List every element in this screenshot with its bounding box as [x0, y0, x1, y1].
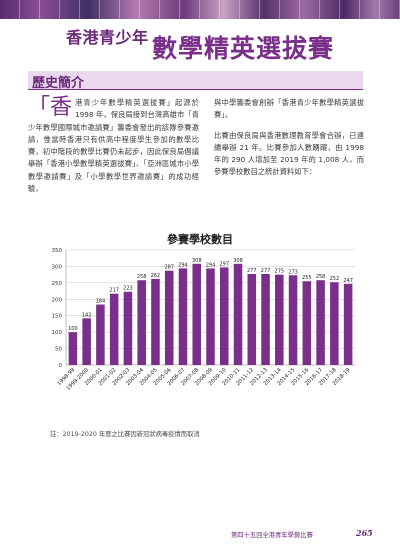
y-tick-label: 0 [59, 363, 63, 369]
data-label: 308 [192, 258, 202, 264]
section-band [28, 71, 363, 89]
paragraph-continued: 與中學籌委會創辦「香港青少年數學精英選拔賽」。 [214, 98, 364, 120]
bar [233, 263, 243, 365]
y-tick-label: 100 [52, 330, 63, 336]
data-label: 273 [288, 269, 298, 275]
paragraph-intro-text: 港青少年數學精英選拔賽」起源於 1998 年，保良局接到台灣高雄市「青少年數學國… [28, 98, 199, 194]
footnote: 註：2019-2020 年度之比賽因新冠狀病毒疫情而取消 [50, 431, 200, 438]
banner-pattern [0, 0, 400, 19]
bar [261, 273, 270, 365]
bar [275, 274, 284, 365]
bar [330, 282, 339, 365]
text-column-left: 「香 港青少年數學精英選拔賽」起源於 1998 年，保良局接到台灣高雄市「青少年… [28, 97, 199, 203]
text-column-right: 與中學籌委會創辦「香港青少年數學精英選拔賽」。 比賽由保良局與香港數理教育學會合… [214, 97, 364, 187]
title-small: 香港青少年 [66, 28, 149, 47]
data-label: 287 [164, 265, 174, 271]
section-title: 歷史簡介 [32, 76, 85, 91]
data-label: 308 [233, 258, 243, 264]
header-banner [0, 0, 400, 19]
bar [82, 318, 91, 365]
data-label: 275 [275, 269, 285, 275]
bar [68, 332, 78, 365]
data-label: 258 [316, 274, 326, 280]
data-label: 247 [343, 278, 353, 284]
bar [288, 275, 298, 365]
bar [109, 293, 119, 365]
data-label: 297 [219, 261, 229, 267]
data-label: 294 [206, 262, 216, 268]
bar [151, 278, 160, 365]
bar [192, 263, 202, 365]
bar-chart: 0501001502002503003501001998-991421999-2… [52, 248, 355, 392]
footer-text: 第四十五回全港青年學藝比賽 [231, 532, 313, 539]
bar [316, 280, 325, 365]
bar [137, 280, 146, 365]
bar [302, 281, 312, 365]
chart-title: 參賽學校數目 [167, 233, 233, 246]
data-label: 252 [330, 276, 340, 282]
section-divider [28, 89, 363, 90]
page-number: 265 [356, 528, 373, 538]
chart-labels: 0501001502002503003501001998-991421999-2… [52, 248, 353, 392]
data-label: 277 [261, 268, 271, 274]
paragraph-intro: 「香 港青少年數學精英選拔賽」起源於 1998 年，保良局接到台灣高雄市「青少年… [28, 97, 199, 195]
data-label: 223 [123, 286, 133, 292]
y-tick-label: 250 [52, 281, 63, 287]
y-tick-label: 50 [55, 347, 62, 353]
bar [164, 270, 174, 365]
bar [206, 268, 215, 365]
data-label: 142 [82, 312, 92, 318]
bar [178, 268, 188, 365]
data-label: 100 [68, 326, 78, 332]
drop-cap: 「香 [28, 95, 73, 120]
y-tick-label: 350 [52, 248, 63, 254]
page-title: 數學精英選拔賽 [152, 34, 335, 63]
data-label: 184 [96, 299, 106, 305]
data-label: 262 [151, 273, 161, 279]
bar [96, 304, 105, 365]
data-label: 255 [302, 275, 312, 281]
bar [247, 273, 257, 365]
y-tick-label: 300 [52, 264, 63, 270]
chart-bars [68, 263, 353, 365]
bar [343, 283, 353, 365]
bar [123, 291, 133, 365]
data-label: 258 [137, 274, 147, 280]
y-tick-label: 150 [52, 314, 63, 320]
data-label: 277 [247, 268, 257, 274]
data-label: 294 [178, 262, 188, 268]
bar [219, 267, 229, 365]
y-tick-label: 200 [52, 297, 63, 303]
data-label: 217 [109, 288, 119, 294]
paragraph-statistics: 比賽由保良局與香港數理教育學會合辦，已連續舉辦 21 年。比賽參加人數踴躍，由 … [214, 130, 364, 177]
